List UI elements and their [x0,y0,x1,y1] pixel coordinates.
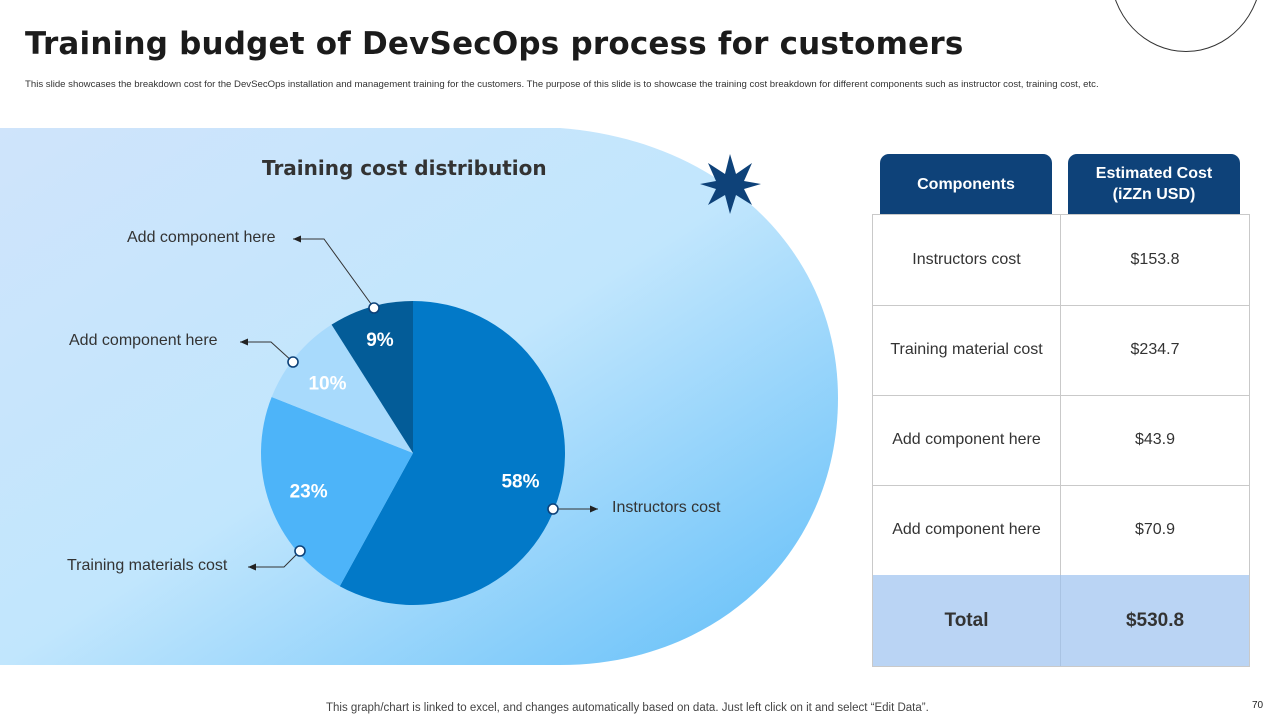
callout-dot [368,302,380,314]
table-body: Instructors cost $153.8 Training materia… [872,214,1250,667]
leader-line [293,238,375,309]
leader-line [248,550,301,568]
data-label: 9% [366,330,394,351]
component-cell: Training material cost [873,305,1061,395]
data-label: 23% [290,482,328,503]
header-cost-line2: (iZZn USD) [1112,186,1196,203]
total-label: Total [873,575,1061,666]
callout-label: Add component here [69,332,218,349]
total-value: $530.8 [1125,609,1185,631]
callout-dot [547,503,559,515]
footer-note: This graph/chart is linked to excel, and… [326,702,929,714]
callout-dot [287,356,299,368]
cost-cell: $43.9 [1134,431,1176,448]
table-row: Instructors cost $153.8 [873,215,1249,306]
page-subtitle: This slide showcases the breakdown cost … [25,79,1099,90]
cost-cell: $153.8 [1130,251,1180,268]
cost-table: Components Estimated Cost (iZZn USD) Ins… [872,154,1250,667]
page-number: 70 [1252,700,1264,711]
arrow-head-icon [248,563,256,571]
pie-slice-training-materials[interactable] [261,397,413,587]
arrow-head-icon [240,338,248,346]
leader-line [240,341,294,363]
component-cell: Add component here [873,395,1061,485]
header-estimated-cost: Estimated Cost (iZZn USD) [1068,154,1240,214]
data-label: 58% [501,472,539,493]
arrow-head-icon [590,505,598,513]
pie-chart[interactable]: 58% 23% 10% 9% [0,0,860,690]
callout-label: Add component here [127,229,276,246]
callout-label: Training materials cost [67,557,228,574]
component-cell: Add component here [873,485,1061,575]
header-cost-line1: Estimated Cost [1095,165,1213,182]
callout-label: Instructors cost [612,499,721,516]
decorative-circle [1110,0,1262,52]
chart-panel: 58% 23% 10% 9% Training cost distribution I… [0,0,860,690]
data-label: 10% [308,373,346,394]
cost-cell: $234.7 [1130,341,1180,358]
pie-slice-instructors[interactable] [339,301,565,605]
table-row: Add component here $43.9 [873,395,1249,486]
cost-cell: $70.9 [1134,521,1176,538]
callout-dot [294,545,306,557]
pie-slice-component-a[interactable] [271,324,413,453]
eight-point-star-icon [700,154,761,214]
component-cell: Instructors cost [873,215,1061,305]
page-title: Training budget of DevSecOps process for… [25,26,964,62]
header-components: Components [880,154,1052,214]
total-row: Total $530.8 [873,575,1249,666]
pie-slice-component-b[interactable] [331,301,413,453]
table-row: Add component here $70.9 [873,485,1249,576]
arrow-head-icon [293,235,301,243]
chart-title: Training cost distribution [262,156,547,180]
table-row: Training material cost $234.7 [873,305,1249,396]
